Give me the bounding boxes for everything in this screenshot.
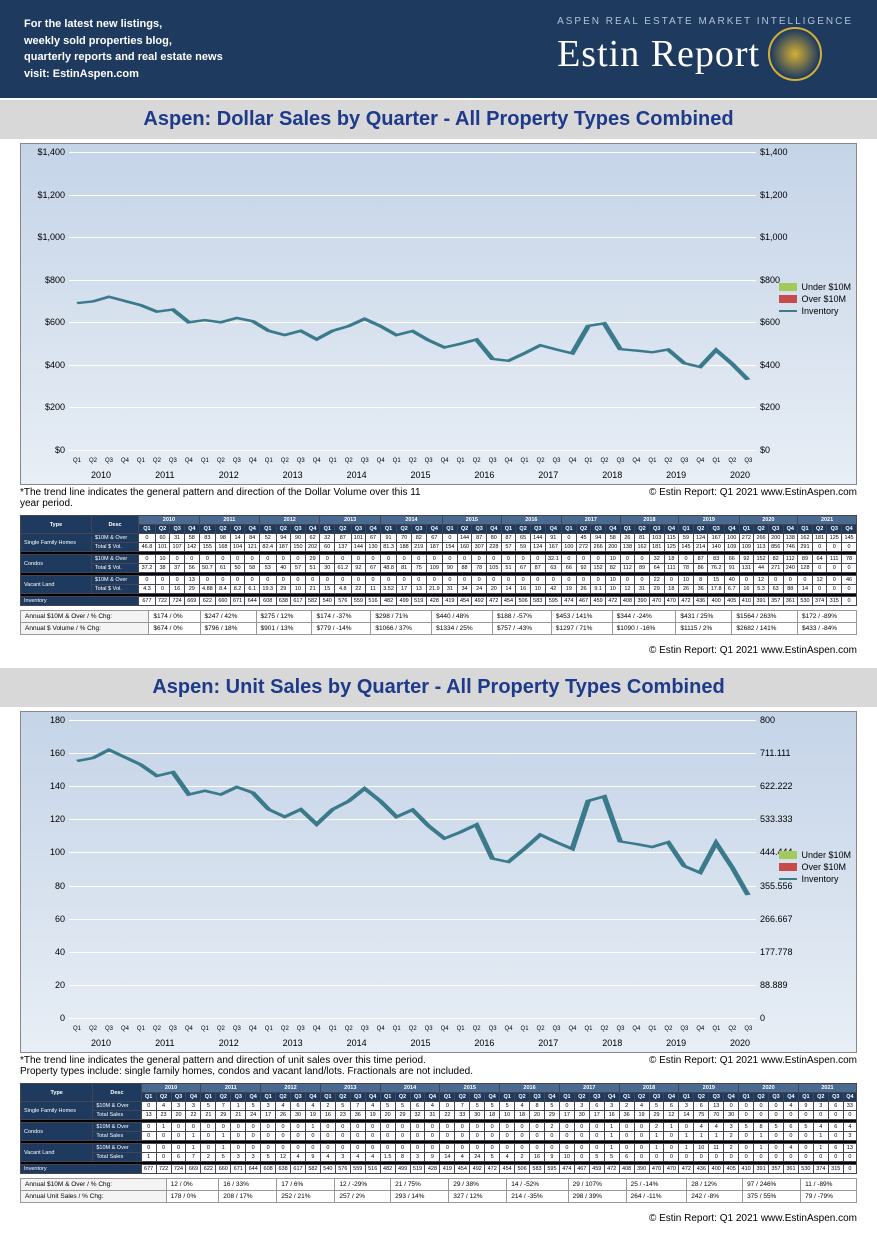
- chart1-data-table: TypeDesc20102011201220132014201520162017…: [20, 515, 857, 606]
- chart2-copyright: © Estin Report: Q1 2021 www.EstinAspen.c…: [649, 1055, 857, 1077]
- brand-text: Estin Report: [557, 32, 760, 76]
- chart1-copyright-2: © Estin Report: Q1 2021 www.EstinAspen.c…: [0, 643, 877, 666]
- chart1-note: *The trend line indicates the general pa…: [0, 485, 877, 511]
- seal-icon: [768, 27, 822, 81]
- chart2-data-table: TypeDesc20102011201220132014201520162017…: [20, 1083, 857, 1174]
- chart2-title: Aspen: Unit Sales by Quarter - All Prope…: [0, 668, 877, 707]
- chart2-legend: Under $10MOver $10MInventory: [779, 848, 851, 886]
- final-copyright: © Estin Report: Q1 2021 www.EstinAspen.c…: [0, 1211, 877, 1234]
- header-tagline: For the latest new listings,weekly sold …: [24, 16, 223, 82]
- chart1-title: Aspen: Dollar Sales by Quarter - All Pro…: [0, 100, 877, 139]
- dollar-sales-chart: $0$0$200$200$400$400$600$600$800$800$1,0…: [20, 143, 857, 485]
- chart1-copyright: © Estin Report: Q1 2021 www.EstinAspen.c…: [649, 487, 857, 509]
- chart2-summary-table: Annual $10M & Over / % Chg:12 / 0%16 / 3…: [20, 1178, 857, 1203]
- chart1-note-text: *The trend line indicates the general pa…: [20, 487, 421, 509]
- header-intel: ASPEN REAL ESTATE MARKET INTELLIGENCE: [557, 16, 853, 27]
- header-brand: Estin Report: [557, 27, 853, 81]
- unit-sales-chart: 002088.88940177.77860266.66780355.556100…: [20, 711, 857, 1053]
- chart2-note: *The trend line indicates the general pa…: [0, 1053, 877, 1079]
- header-brand-block: ASPEN REAL ESTATE MARKET INTELLIGENCE Es…: [557, 16, 853, 81]
- page-header: For the latest new listings,weekly sold …: [0, 0, 877, 98]
- chart2-note-text: *The trend line indicates the general pa…: [20, 1055, 473, 1077]
- chart1-legend: Under $10MOver $10MInventory: [779, 280, 851, 318]
- chart1-summary-table: Annual $10M & Over / % Chg:$174 / 0%$247…: [20, 610, 857, 635]
